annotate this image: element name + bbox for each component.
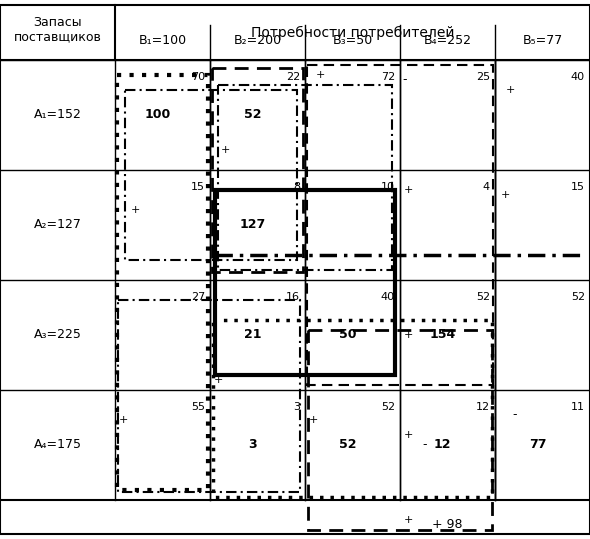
Text: +: + [130, 205, 140, 215]
Text: 25: 25 [476, 72, 490, 82]
Text: B₃=50: B₃=50 [332, 33, 373, 46]
Text: 55: 55 [191, 402, 205, 412]
Text: 154: 154 [430, 328, 455, 342]
Text: + 98: + 98 [432, 519, 463, 531]
Text: 50: 50 [339, 328, 356, 342]
Text: 52: 52 [381, 402, 395, 412]
Text: 100: 100 [145, 108, 171, 121]
Text: A₁=152: A₁=152 [34, 108, 81, 121]
Text: 72: 72 [381, 72, 395, 82]
Text: A₄=175: A₄=175 [34, 439, 81, 452]
Text: A₃=225: A₃=225 [34, 328, 81, 342]
Text: 15: 15 [571, 182, 585, 192]
Text: 70: 70 [191, 72, 205, 82]
Text: 77: 77 [529, 439, 546, 452]
Text: Запасы
поставщиков: Запасы поставщиков [14, 16, 101, 44]
Text: 12: 12 [476, 402, 490, 412]
Text: +: + [500, 190, 510, 200]
Text: 52: 52 [476, 292, 490, 302]
Text: 15: 15 [191, 182, 205, 192]
Text: +: + [309, 415, 317, 425]
Text: -: - [403, 73, 407, 86]
Text: B₂=200: B₂=200 [234, 33, 281, 46]
Text: 52: 52 [339, 439, 356, 452]
Text: +: + [315, 70, 324, 80]
Text: 52: 52 [571, 292, 585, 302]
Text: 3: 3 [293, 402, 300, 412]
Text: +: + [404, 515, 412, 525]
Text: 10: 10 [381, 182, 395, 192]
Text: +: + [404, 185, 412, 195]
Text: 127: 127 [240, 218, 266, 231]
Text: 27: 27 [191, 292, 205, 302]
Text: 4: 4 [483, 182, 490, 192]
Text: -: - [513, 409, 517, 421]
Text: 8: 8 [293, 182, 300, 192]
Text: Потребности потребителей: Потребности потребителей [251, 25, 454, 39]
Text: 21: 21 [244, 328, 261, 342]
Text: 22: 22 [286, 72, 300, 82]
Text: 3: 3 [248, 439, 257, 452]
Text: B₁=100: B₁=100 [139, 33, 186, 46]
Text: -: - [423, 439, 427, 452]
Text: +: + [214, 375, 222, 385]
Text: +: + [505, 85, 514, 95]
Text: B₄=252: B₄=252 [424, 33, 471, 46]
Text: +: + [404, 430, 412, 440]
Text: 52: 52 [244, 108, 261, 121]
Text: 40: 40 [571, 72, 585, 82]
Text: +: + [404, 330, 412, 340]
Text: B₅=77: B₅=77 [522, 33, 563, 46]
Text: A₂=127: A₂=127 [34, 218, 81, 231]
Text: +: + [220, 145, 230, 155]
Text: 40: 40 [381, 292, 395, 302]
Text: 11: 11 [571, 402, 585, 412]
Text: 12: 12 [434, 439, 451, 452]
Text: 16: 16 [286, 292, 300, 302]
Text: +: + [119, 415, 127, 425]
